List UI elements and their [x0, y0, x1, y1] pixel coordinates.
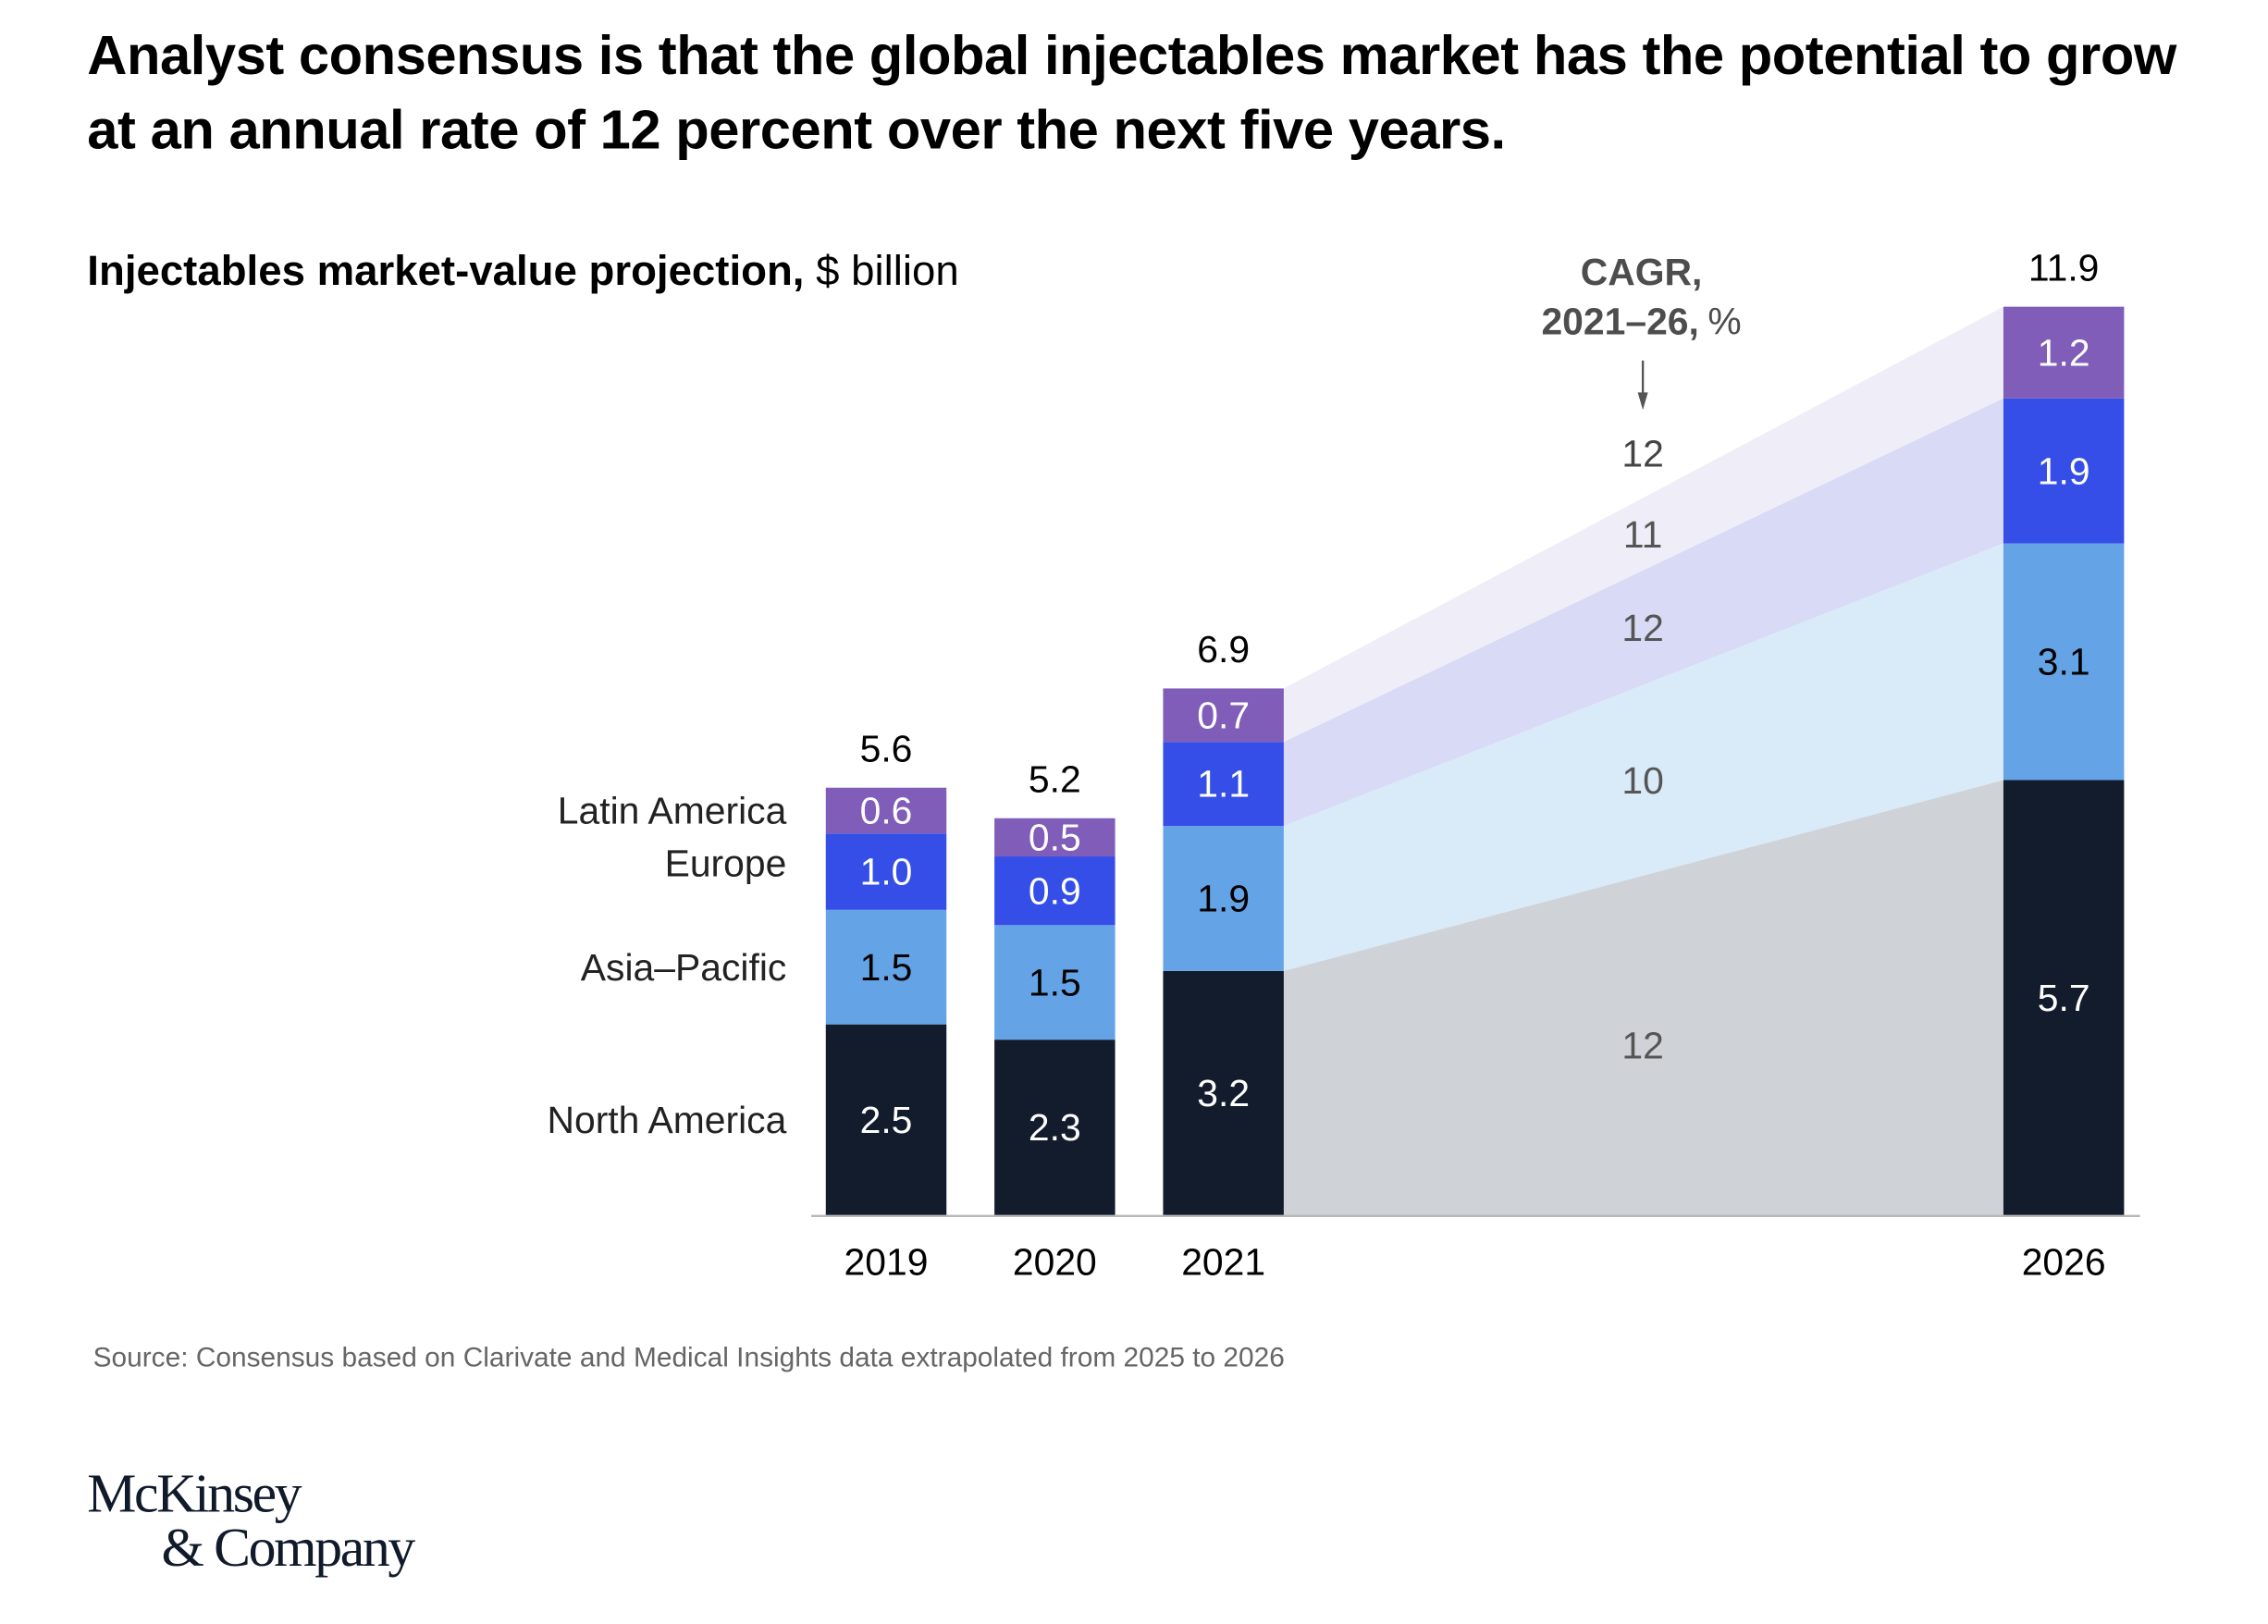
segment-value-label: 1.9 — [1197, 878, 1250, 920]
cagr-values: 12 10 12 11 12 — [1621, 433, 1663, 1067]
chart-subtitle-bold: Injectables market-value projection, — [87, 248, 805, 296]
bar-segment-2026-north-america — [2003, 780, 2125, 1216]
x-tick-label: 2020 — [1013, 1240, 1097, 1283]
bar-segment-2020-asia-pacific — [994, 925, 1116, 1040]
bar-segment-2019-north-america — [825, 1024, 947, 1216]
connector-area-europe — [1283, 398, 2003, 827]
x-tick-labels: 2019 2020 2021 2026 — [844, 1240, 2106, 1283]
bar-segment-2019-europe — [825, 833, 947, 910]
logo-line-2: & Company — [161, 1517, 415, 1579]
bars — [825, 306, 2125, 1216]
cagr-label-years: 2021–26, — [1541, 301, 1698, 343]
legend-label: North America — [547, 1099, 786, 1141]
logo-line-1: McKinsey — [87, 1463, 302, 1525]
segment-value-label: 0.9 — [1029, 869, 1081, 912]
legend-label: Europe — [665, 842, 787, 884]
connector-areas — [1283, 306, 2003, 1216]
chart-subtitle: Injectables market-value projection, $ b… — [87, 244, 958, 301]
segment-value-label: 3.1 — [2038, 641, 2090, 683]
cagr-value-label: 11 — [1623, 513, 1662, 556]
bar-segment-2019-asia-pacific — [825, 909, 947, 1025]
bar-segment-2021-latin-america — [1163, 688, 1284, 743]
segment-value-label: 2.5 — [860, 1099, 913, 1141]
segment-value-label: 0.7 — [1197, 694, 1250, 736]
cagr-label-line1: CAGR, — [1581, 251, 1703, 293]
segment-value-label: 5.7 — [2038, 977, 2090, 1019]
segment-value-label: 0.5 — [1029, 817, 1081, 859]
bar-segment-2020-europe — [994, 856, 1116, 926]
bar-segment-2021-asia-pacific — [1163, 826, 1284, 971]
cagr-label-line2: 2021–26,% — [1541, 301, 1741, 343]
legend-label: Asia–Pacific — [581, 946, 787, 989]
segment-value-label: 1.2 — [2038, 331, 2090, 374]
bar-segment-2026-latin-america — [2003, 306, 2125, 399]
cagr-total-label: 12 — [1621, 433, 1663, 475]
segment-value-label: 1.1 — [1197, 763, 1250, 806]
total-value-label: 5.6 — [860, 727, 913, 769]
bar-segment-2020-north-america — [994, 1040, 1116, 1216]
segment-value-label: 3.2 — [1197, 1072, 1250, 1114]
segment-value-label: 2.3 — [1029, 1106, 1081, 1149]
segment-value-label: 0.6 — [860, 790, 913, 832]
x-tick-label: 2021 — [1181, 1240, 1265, 1283]
cagr-header: CAGR, 2021–26,% — [1541, 251, 1742, 411]
mckinsey-logo: McKinsey & Company — [87, 1467, 415, 1579]
bar-segment-2026-europe — [2003, 398, 2125, 544]
x-tick-label: 2019 — [844, 1240, 929, 1283]
data-labels: 2.5 1.5 1.0 0.6 5.6 2.3 1.5 0.9 0.5 5.2 3.2 1.9 1.1 0… — [860, 246, 2100, 1149]
total-value-label: 11.9 — [2028, 246, 2100, 289]
segment-value-label: 1.9 — [2038, 449, 2090, 492]
source-note: Source: Consensus based on Clarivate and… — [92, 1343, 1285, 1374]
connector-area-asia-pacific — [1283, 543, 2003, 971]
series-legend: North America Asia–Pacific Europe Latin Ame… — [547, 790, 786, 1141]
bar-segment-2021-europe — [1163, 742, 1284, 827]
cagr-value-label: 12 — [1621, 607, 1663, 649]
bar-segment-2019-latin-america — [825, 787, 947, 834]
bar-segment-2020-latin-america — [994, 818, 1116, 857]
segment-value-label: 1.5 — [860, 946, 913, 989]
total-value-label: 6.9 — [1197, 628, 1250, 671]
cagr-value-label: 10 — [1621, 759, 1663, 802]
connector-area-latin-america — [1283, 306, 2003, 743]
cagr-label-unit: % — [1707, 301, 1741, 343]
cagr-value-label: 12 — [1621, 1025, 1663, 1067]
x-tick-label: 2026 — [2022, 1240, 2106, 1283]
cagr-arrow-icon — [1637, 360, 1648, 411]
bar-segment-2021-north-america — [1163, 970, 1284, 1216]
segment-value-label: 1.5 — [1029, 961, 1081, 1003]
headline: Analyst consensus is that the global inj… — [87, 26, 2176, 162]
chart-subtitle-unit: $ billion — [816, 248, 959, 296]
segment-value-label: 1.0 — [860, 851, 913, 893]
connector-area-north-america — [1283, 780, 2003, 1216]
legend-label: Latin America — [558, 790, 787, 832]
bar-segment-2026-asia-pacific — [2003, 543, 2125, 781]
total-value-label: 5.2 — [1029, 757, 1081, 800]
